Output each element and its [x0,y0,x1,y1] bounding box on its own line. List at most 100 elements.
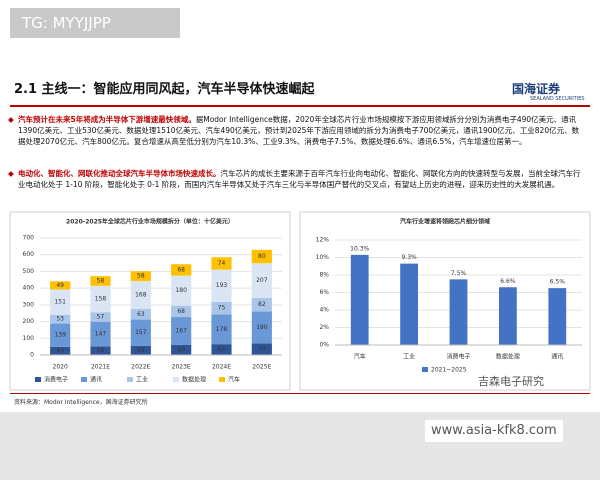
legend-swatch [173,377,179,382]
data-label: 82 [258,301,266,308]
data-label: 157 [135,329,147,336]
bar [251,311,272,344]
y-tick-label: 10% [316,254,330,261]
y-tick-label: 200 [23,318,35,325]
bullet: 汽车预计在未来5年将成为半导体下游增速最快领域。据Modor Intellige… [8,114,586,147]
y-tick-label: 600 [23,251,35,258]
bar [90,346,111,355]
data-label: 167 [175,328,187,335]
data-label: 139 [54,332,66,339]
y-tick-label: 500 [23,268,35,275]
bar [130,280,151,310]
x-tick-label: 2023E [172,364,191,371]
data-label: 6.5% [550,279,566,286]
bar [50,346,71,355]
bar [211,314,232,345]
bar [130,309,151,320]
bar [50,323,71,347]
bar [211,257,232,270]
data-label: 55 [137,347,145,354]
data-label: 49 [56,282,64,289]
data-label: 180 [175,287,187,294]
bar [400,263,418,345]
bar [211,301,232,315]
bar [90,321,111,347]
data-label: 193 [216,282,228,289]
chart-title: 2020-2025年全球芯片行业市场规模拆分（单位：十亿美元） [66,218,234,226]
legend-label: 工业 [136,376,148,384]
highlight: 汽车预计在未来5年将成为半导体下游增速最快领域。 [18,115,196,124]
bar [171,275,192,306]
chart-title: 汽车行业增速将领跑芯片细分领域 [400,218,490,226]
logo-en: SEALAND SECURITIES [530,96,585,102]
legend-swatch [35,377,41,382]
bar [171,305,192,318]
tag: TG: MYYJJPP [10,8,180,38]
data-label: 80 [258,253,266,260]
legend-swatch [219,377,225,382]
bar [50,314,71,324]
legend-swatch [81,377,87,382]
data-label: 49 [56,347,64,354]
data-label: 63 [137,311,145,318]
y-tick-label: 8% [319,272,329,279]
data-label: 53 [56,316,64,323]
bar [171,344,192,355]
data-label: 178 [216,326,228,333]
data-label: 75 [218,305,226,312]
bar [499,287,517,345]
bar [251,249,272,264]
y-tick-label: 400 [23,285,35,292]
data-label: 68 [177,308,185,315]
x-tick-label: 消费电子 [446,353,470,361]
bar [90,276,111,286]
data-label: 74 [218,260,226,267]
source: 资料来源：Modor Intelligence，国海证券研究所 [14,399,148,406]
y-tick-label: 4% [319,307,329,314]
data-label: 158 [95,296,107,303]
x-tick-label: 2024E [212,364,231,371]
bar [211,344,232,355]
bar [350,254,369,345]
legend-label: 汽车 [228,376,240,384]
panel [299,211,591,391]
bar [449,279,468,345]
y-tick-label: 100 [23,335,35,342]
data-label: 9.3% [401,254,417,261]
bar [130,319,151,346]
rule [10,105,590,107]
bar [130,271,151,281]
y-tick-label: 12% [316,237,330,244]
legend-label: 通讯 [90,376,102,384]
bar [50,289,71,315]
legend-label: 2021~2025 [431,367,467,374]
data-label: 68 [177,266,185,273]
text: 汽车芯片的成长主要来源于百年汽车行业向电动化、智能化、网联化方向的快速转型与发展… [18,169,581,189]
y-tick-label: 0 [30,352,34,359]
x-tick-label: 工业 [403,353,415,361]
data-label: 57 [97,313,105,320]
x-tick-label: 汽车 [354,353,366,361]
y-tick-label: 2% [319,324,329,331]
bar [251,263,272,298]
data-label: 60 [177,346,185,353]
data-label: 58 [97,277,105,284]
y-tick-label: 300 [23,301,35,308]
data-label: 52 [97,347,105,354]
data-label: 151 [54,299,66,306]
bar [50,281,71,290]
x-tick-label: 数据处理 [496,353,520,361]
data-label: 10.3% [350,245,369,252]
url: www.asia-kfk8.com [425,420,563,442]
bar [90,312,111,322]
data-label: 70 [258,346,266,353]
text: 据Modor Intelligence数据，2020年全球芯片行业市场规模按下游… [18,115,580,146]
bar [211,269,232,302]
legend-swatch [422,367,428,372]
data-label: 168 [135,291,147,298]
bar [548,288,567,345]
bar [251,297,272,312]
legend-label: 数据处理 [182,376,206,384]
bar [171,264,192,276]
